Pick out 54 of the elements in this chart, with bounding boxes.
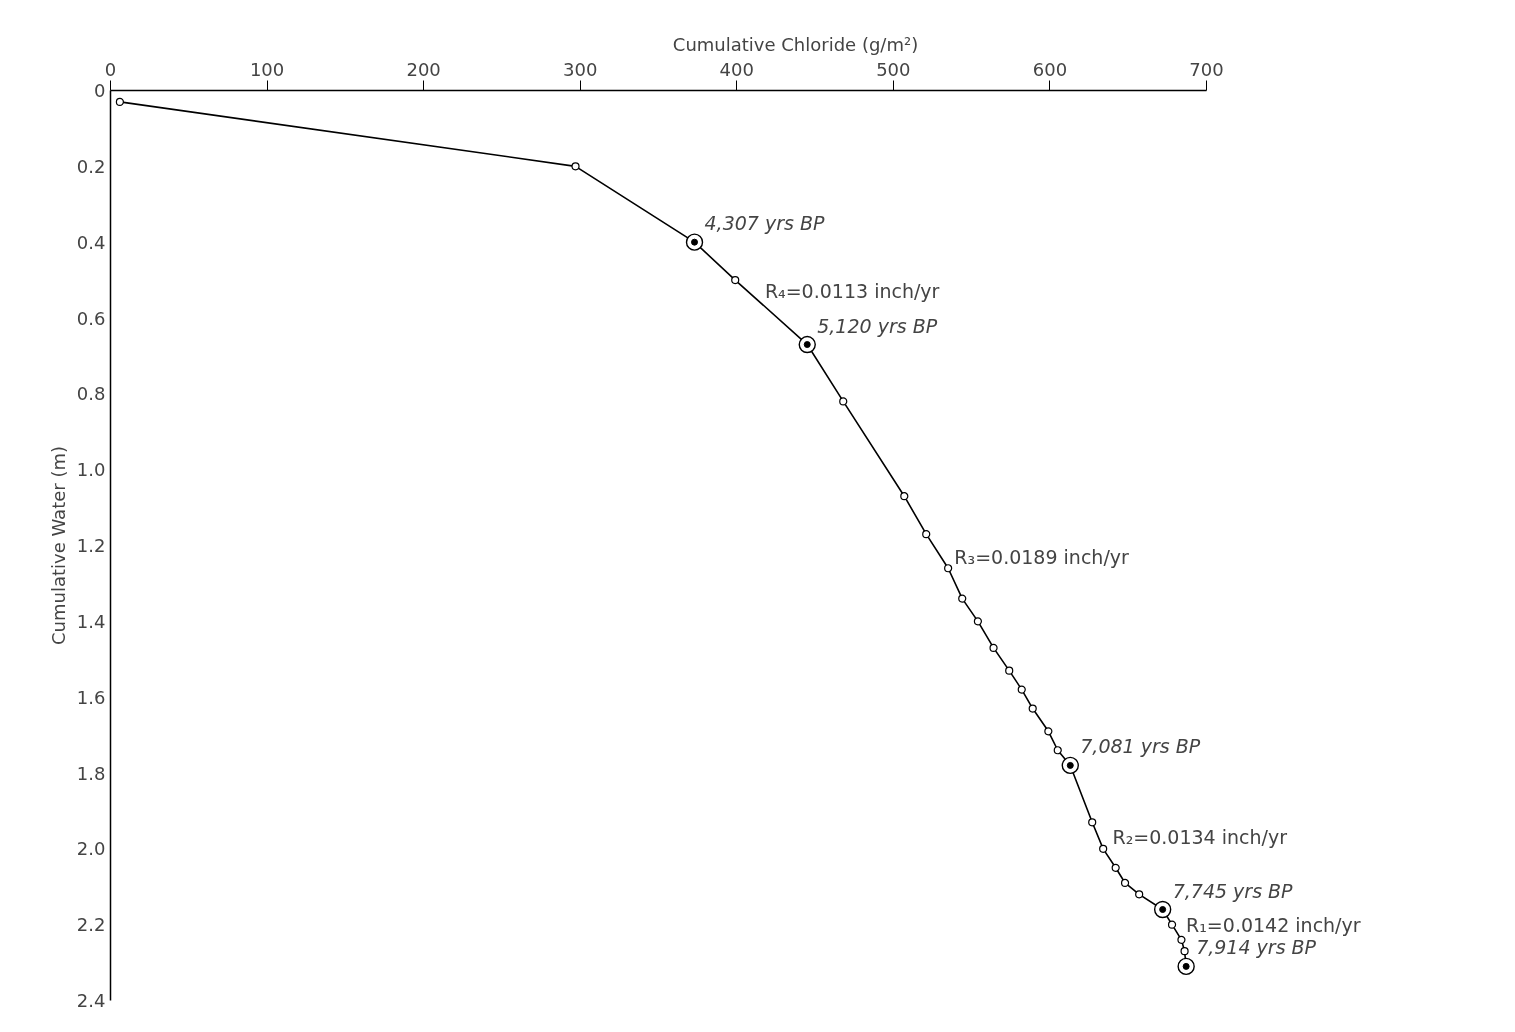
y-tick-label: 1.6 — [76, 686, 106, 708]
point — [1135, 890, 1144, 899]
point — [944, 564, 953, 573]
point — [1088, 818, 1097, 827]
x-tick-label: 200 — [406, 58, 441, 80]
point — [1167, 920, 1177, 929]
annotation: R₃=0.0189 inch/yr — [954, 545, 1130, 568]
x-axis-title: Cumulative Chloride (g/m²) — [672, 33, 919, 55]
annotation: R₄=0.0113 inch/yr — [764, 280, 940, 303]
y-tick-label: 1.0 — [76, 459, 106, 481]
y-tick-label: 1.2 — [76, 535, 106, 556]
y-tick-label: 0.2 — [76, 155, 106, 177]
point — [1177, 935, 1186, 944]
annotation: 4,307 yrs BP — [704, 212, 825, 235]
y-tick-label: 0.6 — [76, 307, 106, 329]
x-tick-label: 100 — [249, 58, 285, 80]
point — [1017, 685, 1026, 694]
point — [571, 162, 580, 171]
annotation: 7,914 yrs BP — [1196, 936, 1317, 959]
x-tick-label: 700 — [1189, 58, 1224, 80]
point — [1028, 704, 1037, 713]
point — [1053, 746, 1062, 755]
y-tick-label: 1.4 — [76, 610, 106, 632]
annotation: R₂=0.0134 inch/yr — [1112, 826, 1288, 849]
y-tick-label: 2.2 — [76, 914, 106, 936]
point — [1099, 844, 1108, 853]
y-tick-label: 1.8 — [76, 762, 106, 784]
y-axis-title: Cumulative Water (m) — [47, 446, 69, 645]
x-tick-label: 400 — [719, 58, 754, 80]
annotation: 7,745 yrs BP — [1172, 879, 1294, 902]
x-tick-label: 600 — [1032, 58, 1068, 80]
y-tick-label: 0 — [94, 80, 106, 101]
x-tick-label: 500 — [876, 58, 911, 80]
annotation: 7,081 yrs BP — [1080, 735, 1201, 758]
point — [989, 643, 998, 652]
point — [958, 594, 967, 603]
point — [1111, 863, 1120, 872]
point — [1044, 727, 1053, 736]
y-tick-label: 2.0 — [76, 838, 106, 860]
point — [900, 492, 909, 501]
y-tick-label: 0.4 — [76, 231, 106, 253]
annotation: R₁=0.0142 inch/yr — [1186, 913, 1361, 936]
annotation: 5,120 yrs BP — [817, 314, 938, 337]
point — [1180, 947, 1189, 956]
point — [731, 275, 740, 285]
y-tick-label: 2.4 — [76, 990, 106, 1011]
point — [1120, 878, 1130, 888]
point — [922, 530, 931, 539]
point — [115, 97, 124, 106]
point — [839, 397, 848, 406]
x-tick-label: 300 — [563, 58, 598, 80]
point — [973, 617, 983, 626]
point — [1005, 666, 1014, 675]
y-tick-label: 0.8 — [76, 383, 106, 405]
